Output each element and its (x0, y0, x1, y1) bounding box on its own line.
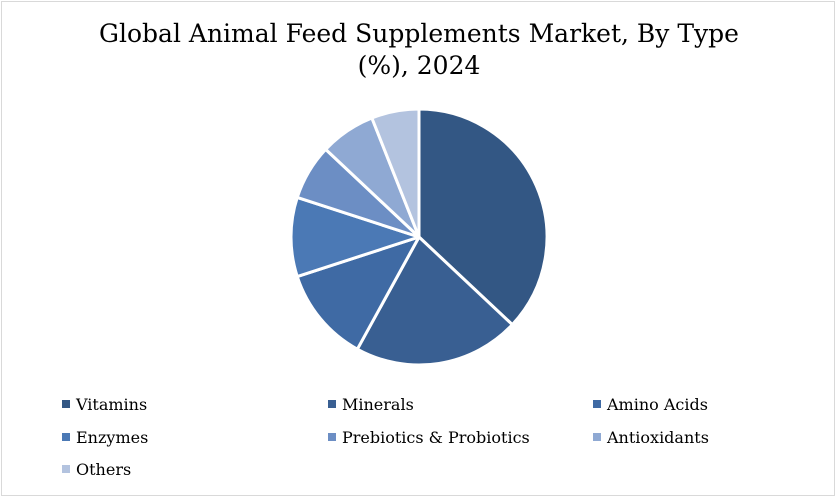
pie-chart (0, 0, 838, 499)
